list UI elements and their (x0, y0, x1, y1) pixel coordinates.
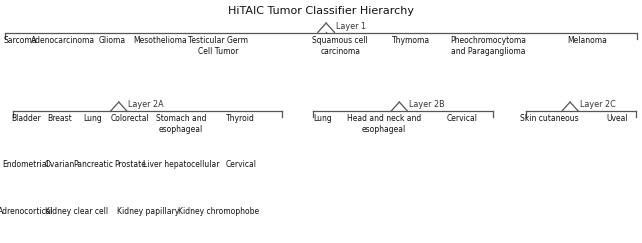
Text: Kidney clear cell: Kidney clear cell (46, 207, 108, 216)
Text: Adrenocortical: Adrenocortical (0, 207, 53, 216)
Text: Sarcoma: Sarcoma (4, 36, 37, 45)
Text: Thyroid: Thyroid (227, 114, 255, 123)
Text: Kidney chromophobe: Kidney chromophobe (178, 207, 259, 216)
Text: Prostate: Prostate (114, 160, 146, 169)
Text: Breast: Breast (48, 114, 72, 123)
Text: Skin cutaneous: Skin cutaneous (519, 114, 578, 123)
Text: Layer 1: Layer 1 (336, 21, 366, 31)
Text: Squamous cell
carcinoma: Squamous cell carcinoma (313, 36, 368, 56)
Text: Layer 2C: Layer 2C (580, 100, 616, 110)
Text: Layer 2A: Layer 2A (128, 100, 164, 110)
Text: Thymoma: Thymoma (392, 36, 430, 45)
Text: Pheochromocytoma
and Paraganglioma: Pheochromocytoma and Paraganglioma (450, 36, 526, 56)
Text: Kidney papillary: Kidney papillary (117, 207, 178, 216)
Text: Adenocarcinoma: Adenocarcinoma (31, 36, 95, 45)
Text: Stomach and
esophageal: Stomach and esophageal (156, 114, 206, 134)
Text: Melanoma: Melanoma (568, 36, 607, 45)
Text: Mesothelioma: Mesothelioma (134, 36, 187, 45)
Text: Glioma: Glioma (99, 36, 126, 45)
Text: Bladder: Bladder (11, 114, 40, 123)
Text: Uveal: Uveal (607, 114, 629, 123)
Text: Testicular Germ
Cell Tumor: Testicular Germ Cell Tumor (188, 36, 248, 56)
Text: Liver hepatocellular: Liver hepatocellular (143, 160, 220, 169)
Text: Colorectal: Colorectal (111, 114, 150, 123)
Text: Layer 2B: Layer 2B (409, 100, 444, 110)
Text: Ovarian: Ovarian (44, 160, 75, 169)
Text: HiTAIC Tumor Classifier Hierarchy: HiTAIC Tumor Classifier Hierarchy (228, 6, 414, 16)
Text: Endometrial: Endometrial (3, 160, 49, 169)
Text: Cervical: Cervical (225, 160, 256, 169)
Text: Pancreatic: Pancreatic (73, 160, 113, 169)
Text: Lung: Lung (83, 114, 103, 123)
Text: Lung: Lung (313, 114, 332, 123)
Text: Head and neck and
esophageal: Head and neck and esophageal (347, 114, 421, 134)
Text: Cervical: Cervical (447, 114, 478, 123)
